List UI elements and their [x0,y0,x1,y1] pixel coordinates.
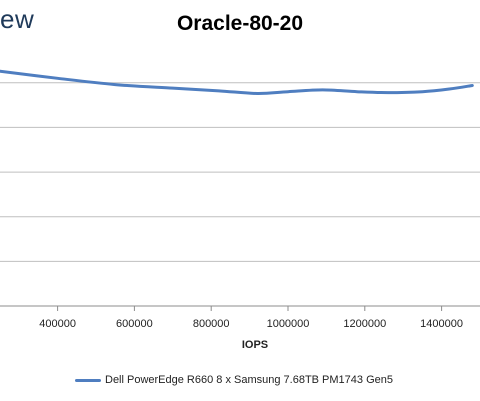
legend-label: Dell PowerEdge R660 8 x Samsung 7.68TB P… [105,374,393,386]
legend: Dell PowerEdge R660 8 x Samsung 7.68TB P… [75,374,393,386]
x-tick-label: 600000 [116,318,153,330]
x-axis-ticks: 400000 600000 800000 1000000 1200000 1400000 [39,306,463,330]
x-tick-label: 400000 [39,318,76,330]
legend-swatch [75,378,101,382]
series-line-0 [0,69,474,96]
x-tick-label: 800000 [193,318,230,330]
series-layer [0,69,474,96]
x-tick-label: 1400000 [420,318,463,330]
x-tick-label: 1200000 [343,318,386,330]
logo-fragment: ew [0,4,35,34]
x-axis-title: IOPS [242,339,268,351]
x-tick-label: 1000000 [267,318,310,330]
chart-title: Oracle-80-20 [176,12,304,35]
gridlines [0,82,480,262]
